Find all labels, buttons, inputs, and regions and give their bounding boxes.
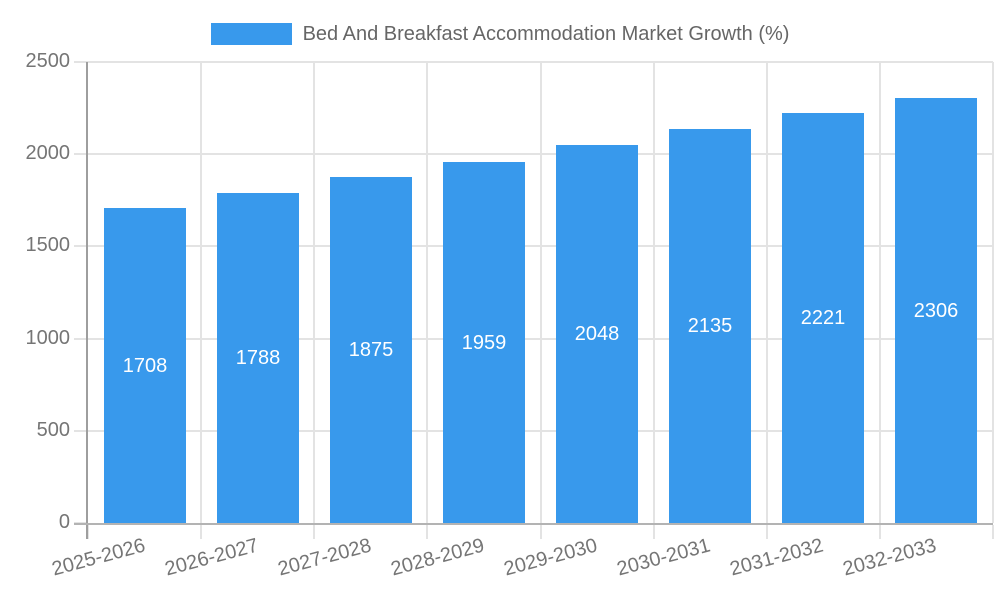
y-tick-mark	[74, 338, 88, 340]
bar-value-label: 1959	[461, 331, 507, 354]
x-tick-mark	[200, 525, 202, 539]
bar-2026-2027: 1788	[217, 193, 299, 523]
x-tick-mark	[992, 525, 994, 539]
bar-2032-2033: 2306	[895, 98, 977, 523]
v-gridline	[653, 62, 655, 523]
x-tick-mark	[653, 525, 655, 539]
v-gridline	[200, 62, 202, 523]
y-tick-label: 1000	[25, 327, 71, 349]
bar-value-label: 1875	[348, 339, 394, 361]
chart-legend[interactable]: Bed And Breakfast Accommodation Market G…	[0, 22, 1000, 46]
x-axis-line	[74, 523, 993, 525]
bar-value-label: 1708	[122, 354, 168, 377]
y-tick-label: 0	[58, 511, 70, 533]
bar-2025-2026: 1708	[104, 208, 186, 523]
plot-area: 1708 1788 1875 1959 2048 2135 2221 2306	[74, 61, 994, 539]
bar-value-label: 2221	[800, 307, 846, 329]
bar-2027-2028: 1875	[330, 177, 412, 523]
y-tick-label: 2000	[25, 142, 71, 164]
x-tick-mark	[313, 525, 315, 539]
y-tick-label: 2500	[25, 50, 71, 72]
x-tick-mark	[540, 525, 542, 539]
v-gridline	[992, 62, 994, 523]
v-gridline	[766, 62, 768, 523]
x-tick-mark	[879, 525, 881, 539]
v-gridline	[313, 62, 315, 523]
bar-value-label: 2048	[574, 323, 620, 345]
chart-title: Bed And Breakfast Accommodation Market G…	[302, 23, 790, 45]
bar-2030-2031: 2135	[669, 129, 751, 523]
y-tick-label: 500	[36, 419, 70, 441]
v-gridline	[540, 62, 542, 523]
y-tick-mark	[74, 153, 88, 155]
y-axis-line	[86, 62, 88, 539]
bar-value-label: 2135	[687, 315, 733, 337]
v-gridline	[879, 62, 881, 523]
x-tick-mark	[766, 525, 768, 539]
bar-value-label: 2306	[913, 299, 959, 322]
y-tick-mark	[74, 61, 88, 63]
bar-2028-2029: 1959	[443, 162, 525, 523]
y-tick-label: 1500	[25, 234, 71, 256]
legend-swatch	[210, 23, 292, 45]
bar-2029-2030: 2048	[556, 145, 638, 523]
y-tick-mark	[74, 430, 88, 432]
bar-value-label: 1788	[235, 347, 281, 369]
bar-2031-2032: 2221	[782, 113, 864, 523]
x-tick-mark	[87, 525, 89, 539]
y-tick-mark	[74, 245, 88, 247]
x-tick-mark	[426, 525, 428, 539]
v-gridline	[426, 62, 428, 523]
